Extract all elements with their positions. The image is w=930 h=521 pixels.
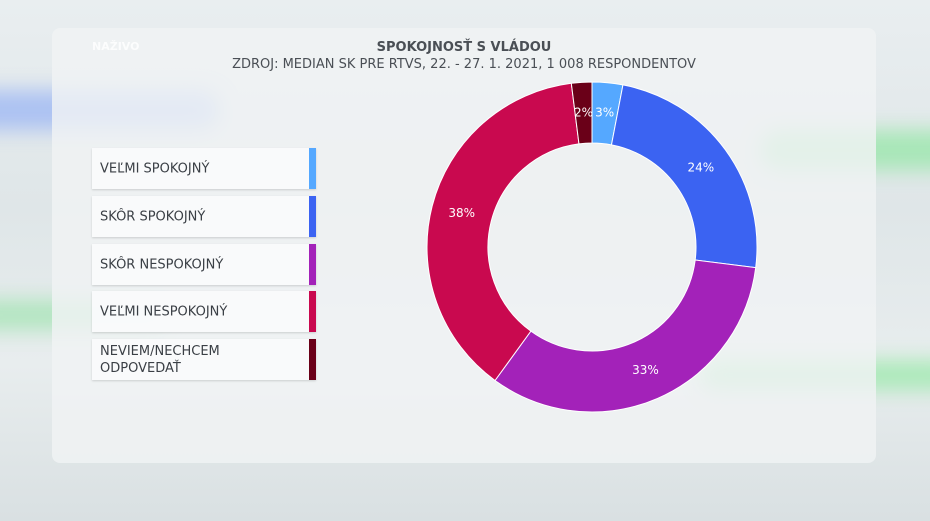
legend-item: VEĽMI SPOKOJNÝ (92, 148, 316, 189)
legend-label: NEVIEM/NECHCEM ODPOVEDAŤ (100, 343, 220, 376)
legend-item: NEVIEM/NECHCEM ODPOVEDAŤ (92, 339, 316, 380)
donut-segment (610, 84, 758, 269)
value-label: 38% (448, 206, 475, 220)
legend-label: VEĽMI NESPOKOJNÝ (100, 304, 228, 319)
value-label: 3% (595, 106, 614, 120)
chart-title: SPOKOJNOSŤ S VLÁDOU (376, 40, 552, 55)
legend-swatch (309, 339, 316, 380)
legend-item: VEĽMI NESPOKOJNÝ (92, 291, 316, 332)
legend-item: SKÔR NESPOKOJNÝ (92, 244, 316, 285)
legend-item: SKÔR SPOKOJNÝ (92, 196, 316, 237)
legend-swatch (309, 196, 316, 237)
legend-swatch (309, 244, 316, 285)
value-label: 24% (687, 160, 714, 174)
legend-label: SKÔR NESPOKOJNÝ (100, 257, 224, 272)
live-badge: NAŽIVO (92, 40, 140, 53)
chart-subtitle: ZDROJ: MEDIAN SK PRE RTVS, 22. - 27. 1. … (232, 57, 696, 72)
donut-segment (426, 82, 580, 382)
legend-swatch (309, 148, 316, 189)
legend-label: SKÔR SPOKOJNÝ (100, 209, 206, 224)
donut-segment (494, 259, 757, 413)
value-label: 33% (632, 363, 659, 377)
legend-swatch (309, 291, 316, 332)
legend-label: VEĽMI SPOKOJNÝ (100, 161, 210, 176)
value-label: 2% (574, 105, 593, 119)
donut-segment (570, 81, 593, 145)
